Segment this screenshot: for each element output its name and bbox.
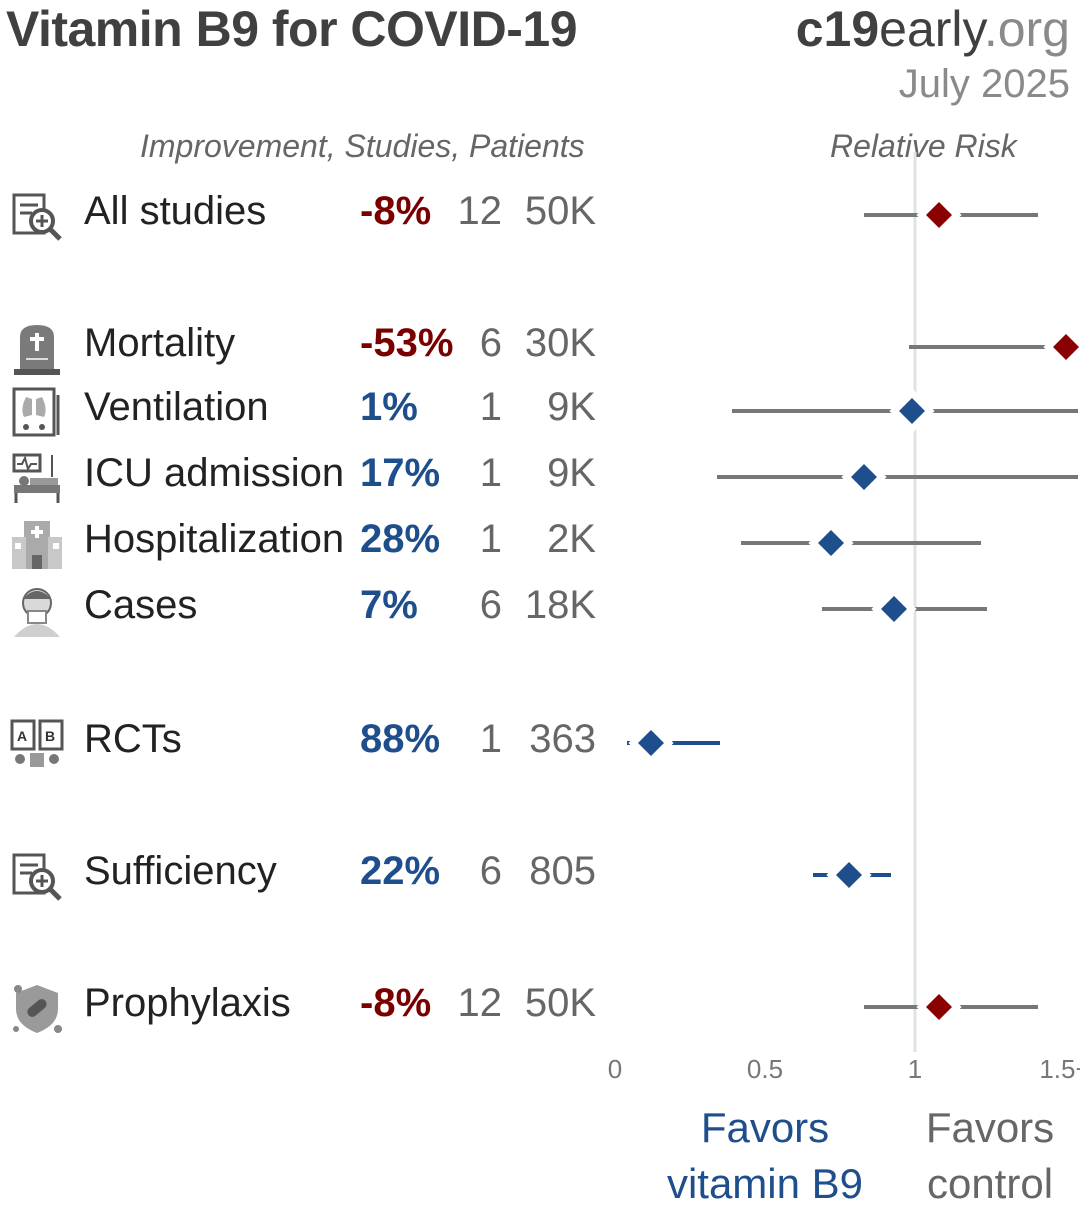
outcome-label: Hospitalization [84, 517, 345, 561]
svg-text:B: B [45, 728, 55, 744]
outcome-label: ICU admission [84, 451, 345, 495]
x-tick-label: 1.5+ [1039, 1054, 1080, 1084]
improvement-value: 22% [360, 849, 441, 893]
outcome-label: Sufficiency [84, 849, 277, 893]
brand-org: .org [983, 1, 1070, 57]
improvement-value: -53% [360, 321, 454, 365]
icu-bed-icon [12, 453, 60, 503]
study-count: 12 [457, 189, 503, 233]
outcome-row[interactable]: Hospitalization 28% 1 2K [0, 513, 600, 573]
shield-virus-icon [13, 985, 62, 1033]
outcome-label: Prophylaxis [84, 981, 291, 1025]
patient-count: 9K [547, 451, 596, 495]
improvement-value: 1% [360, 385, 418, 429]
brand-c19: c19 [795, 1, 880, 57]
brand-early: early [879, 1, 984, 57]
patient-count: 50K [524, 981, 596, 1025]
study-count: 6 [479, 849, 502, 893]
outcome-label: RCTs [84, 717, 182, 761]
point-estimate [1053, 334, 1079, 360]
patient-count: 9K [547, 385, 596, 429]
improvement-value: 17% [360, 451, 441, 495]
patient-count: 2K [547, 517, 596, 561]
point-estimate [881, 596, 907, 622]
x-tick-label: 1 [908, 1054, 922, 1084]
study-count: 6 [479, 583, 502, 627]
hospital-icon [12, 521, 62, 569]
outcome-label: Mortality [84, 321, 236, 365]
date-label: July 2025 [898, 62, 1070, 106]
brand-logo[interactable]: c19early.org [796, 0, 1070, 58]
patient-count: 30K [524, 321, 596, 365]
point-estimate [851, 464, 877, 490]
study-count: 1 [479, 517, 502, 561]
improvement-value: 88% [360, 717, 441, 761]
study-count: 1 [479, 385, 502, 429]
patient-count: 18K [524, 583, 596, 627]
point-estimate [926, 202, 952, 228]
outcome-label: All studies [84, 189, 267, 233]
study-icon [12, 853, 62, 901]
point-estimate [638, 730, 664, 756]
point-estimate [926, 994, 952, 1020]
favors-control-label: Favors control [925, 1104, 1055, 1207]
study-count: 1 [479, 717, 502, 761]
sick-person-icon [14, 588, 60, 637]
outcome-label: Ventilation [84, 385, 269, 429]
outcome-row[interactable]: Cases 7% 6 18K [0, 579, 600, 639]
outcome-row[interactable]: Sufficiency 22% 6 805 [0, 845, 600, 905]
x-tick-label: 0 [608, 1054, 622, 1084]
outcome-row[interactable]: Prophylaxis -8% 12 50K [0, 977, 600, 1037]
study-count: 12 [457, 981, 503, 1025]
point-estimate [836, 862, 862, 888]
improvement-value: -8% [360, 981, 432, 1025]
columns-header: Improvement, Studies, Patients [140, 128, 585, 164]
patient-count: 50K [524, 189, 596, 233]
ventilator-icon [12, 387, 60, 437]
patient-count: 363 [529, 717, 596, 761]
study-count: 6 [479, 321, 502, 365]
outcome-row[interactable]: Mortality -53% 6 30K [0, 317, 600, 377]
study-icon [12, 193, 62, 241]
outcome-row[interactable]: Ventilation 1% 1 9K [0, 381, 600, 441]
relative-risk-header: Relative Risk [830, 128, 1017, 164]
svg-text:A: A [17, 728, 27, 744]
outcome-label: Cases [84, 583, 198, 627]
outcome-row[interactable]: All studies -8% 12 50K [0, 185, 600, 245]
tombstone-icon [14, 325, 60, 375]
improvement-value: -8% [360, 189, 432, 233]
patient-count: 805 [529, 849, 596, 893]
study-count: 1 [479, 451, 502, 495]
point-estimate [899, 398, 925, 424]
favors-treatment-label: Favors vitamin B9 [666, 1104, 864, 1207]
x-tick-label: 0.5 [747, 1054, 783, 1084]
outcome-row[interactable]: A B RCTs 88% 1 363 [0, 713, 600, 773]
improvement-value: 28% [360, 517, 441, 561]
point-estimate [818, 530, 844, 556]
improvement-value: 7% [360, 583, 418, 627]
outcome-row[interactable]: ICU admission 17% 1 9K [0, 447, 600, 507]
chart-title: Vitamin B9 for COVID-19 [6, 1, 578, 57]
